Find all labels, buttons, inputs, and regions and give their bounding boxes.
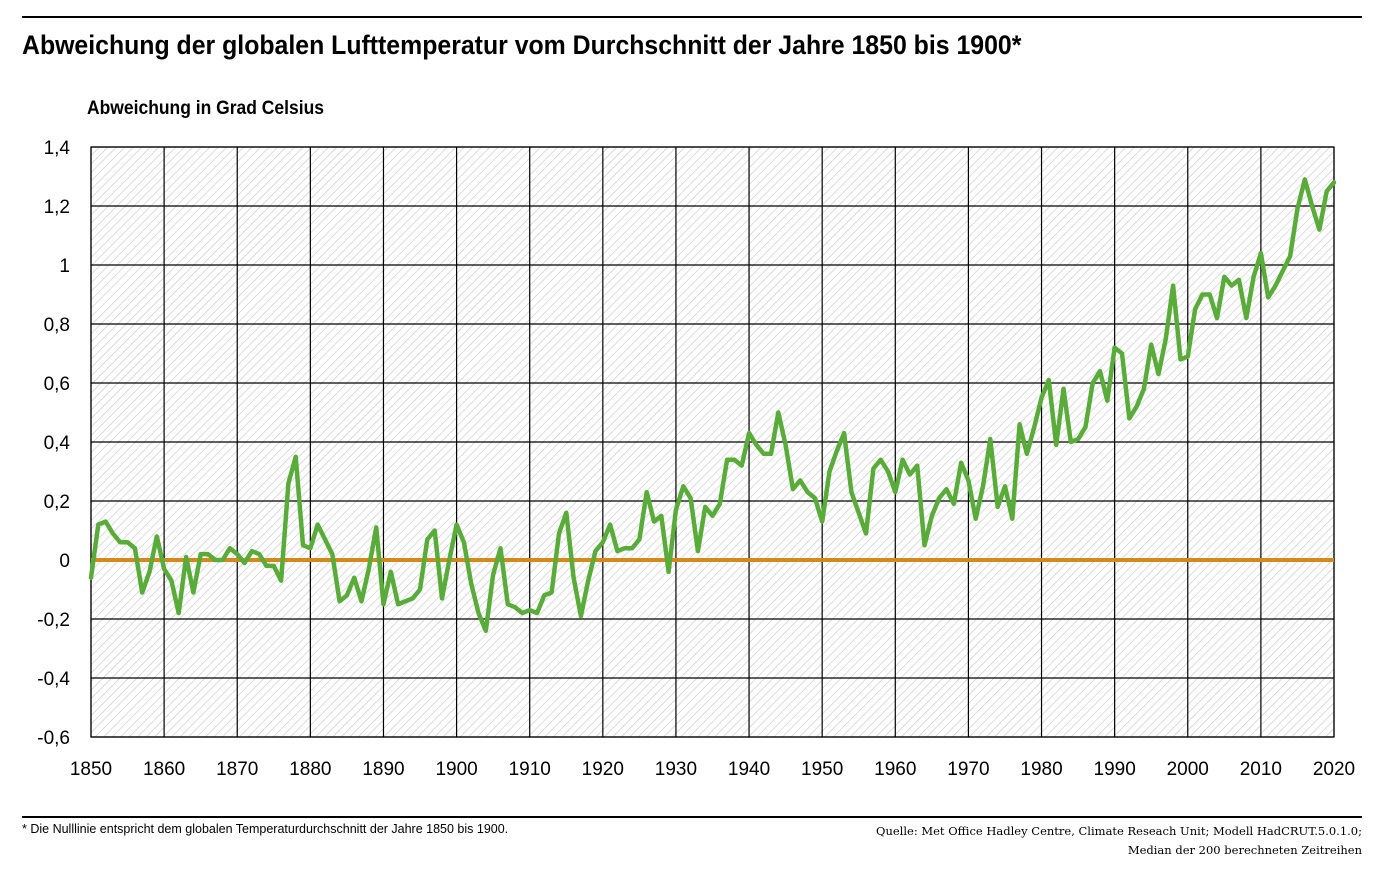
x-tick-label: 1930 xyxy=(655,759,697,780)
x-tick-label: 1890 xyxy=(362,759,404,780)
y-tick-label: 1,2 xyxy=(44,197,70,218)
y-tick-label: 0 xyxy=(59,551,70,572)
y-axis-label: Abweichung in Grad Celsius xyxy=(87,98,325,119)
x-tick-label: 1860 xyxy=(143,759,185,780)
y-tick-label: 1,4 xyxy=(44,138,71,159)
x-tick-label: 1970 xyxy=(947,759,989,780)
y-tick-label: 0,4 xyxy=(44,433,71,454)
x-tick-label: 1850 xyxy=(70,759,112,780)
y-tick-label: 0,8 xyxy=(44,315,70,336)
x-tick-label: 2010 xyxy=(1240,759,1282,780)
x-tick-label: 1920 xyxy=(582,759,624,780)
y-tick-label: -0,6 xyxy=(37,728,70,749)
x-tick-label: 1950 xyxy=(801,759,843,780)
y-tick-label: 0,6 xyxy=(44,374,70,395)
source-note: Quelle: Met Office Hadley Centre, Climat… xyxy=(876,822,1362,860)
y-tick-label: -0,4 xyxy=(37,669,70,690)
x-tick-labels: 1850 1860 1870 1880 1890 1900 1910 1920 1930 1940… xyxy=(70,759,1355,780)
x-tick-label: 2020 xyxy=(1313,759,1355,780)
x-tick-label: 1880 xyxy=(289,759,331,780)
chart-title: Abweichung der globalen Lufttemperatur v… xyxy=(22,30,1022,60)
x-tick-label: 1990 xyxy=(1094,759,1136,780)
top-rule xyxy=(22,16,1362,18)
source-line-2: Median der 200 berechneten Zeitreihen xyxy=(1127,843,1362,857)
bottom-rule xyxy=(22,816,1362,818)
x-tick-label: 1980 xyxy=(1020,759,1062,780)
x-tick-label: 1910 xyxy=(509,759,551,780)
y-tick-label: 0,2 xyxy=(44,492,70,513)
line-chart: -0,6 -0,4 -0,2 0 0,2 0,4 0,6 0,8 1 1,2 1,4 1850 186… xyxy=(37,138,1355,780)
x-tick-label: 1940 xyxy=(728,759,770,780)
plot-border xyxy=(90,146,1335,738)
temperature-anomaly-line xyxy=(88,177,1337,634)
y-tick-labels: -0,6 -0,4 -0,2 0 0,2 0,4 0,6 0,8 1 1,2 1,4 xyxy=(37,138,70,749)
footnote: * Die Nulllinie entspricht dem globalen … xyxy=(22,822,509,836)
y-tick-label: -0,2 xyxy=(37,610,70,631)
x-tick-label: 2000 xyxy=(1167,759,1209,780)
x-tick-label: 1900 xyxy=(435,759,477,780)
x-tick-label: 1870 xyxy=(216,759,258,780)
y-tick-label: 1 xyxy=(59,256,70,277)
source-line-1: Quelle: Met Office Hadley Centre, Climat… xyxy=(876,824,1362,838)
x-tick-label: 1960 xyxy=(874,759,916,780)
